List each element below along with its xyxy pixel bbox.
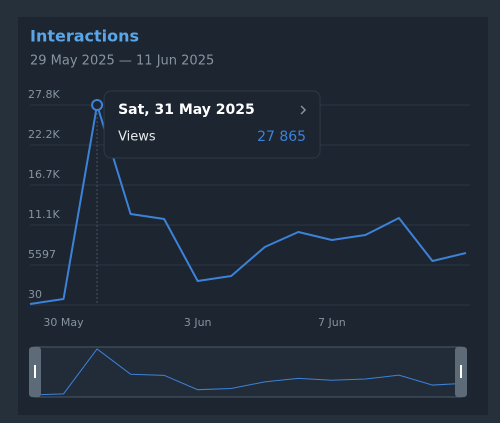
handle-grip xyxy=(460,365,462,378)
x-tick-label: 30 May xyxy=(43,316,84,329)
navigator-line xyxy=(29,348,467,396)
tooltip-date: Sat, 31 May 2025 xyxy=(118,102,255,118)
handle-grip xyxy=(34,365,36,378)
y-tick-label: 16.7K xyxy=(28,168,60,181)
chart-subtitle: 29 May 2025 — 11 Jun 2025 xyxy=(30,54,214,69)
y-tick-label: 30 xyxy=(28,288,42,301)
x-tick-label: 3 Jun xyxy=(184,316,212,329)
x-tick-label: 7 Jun xyxy=(318,316,346,329)
highlight-point xyxy=(91,99,104,111)
y-tick-label: 27.8K xyxy=(28,88,60,101)
navigator[interactable] xyxy=(29,346,467,398)
series-line xyxy=(29,104,467,305)
y-tick-label: 11.1K xyxy=(28,208,60,221)
tooltip-series: Views xyxy=(118,130,156,145)
tooltip xyxy=(103,90,321,159)
y-tick-label: 5597 xyxy=(28,248,56,261)
chart-title: Interactions xyxy=(30,27,139,46)
tooltip-chevron xyxy=(300,105,307,115)
tooltip-value: 27 865 xyxy=(257,129,306,145)
y-tick-label: 22.2K xyxy=(28,128,60,141)
